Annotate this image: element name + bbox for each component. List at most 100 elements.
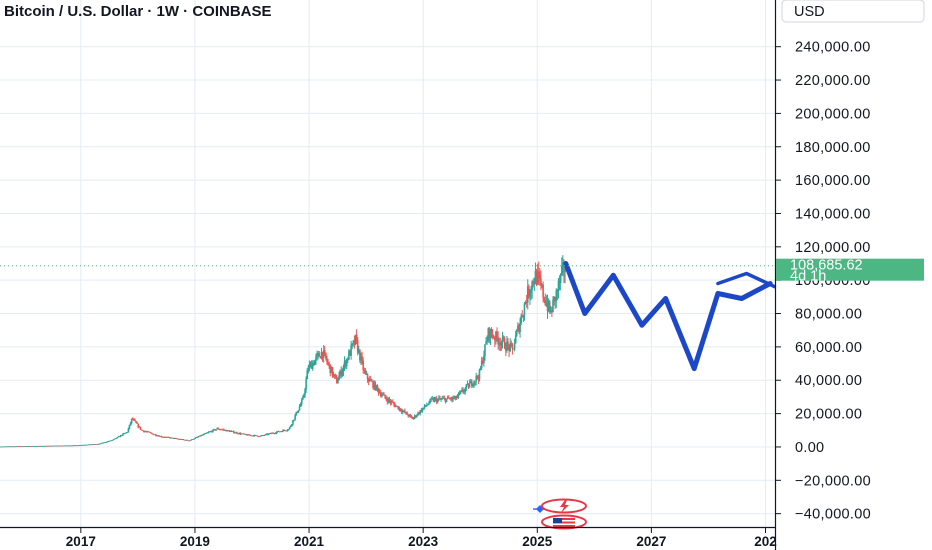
candle-body bbox=[384, 394, 386, 398]
candle-body bbox=[460, 390, 462, 393]
candle-body bbox=[257, 435, 259, 437]
candle-body bbox=[323, 350, 326, 353]
candle-body bbox=[46, 445, 48, 447]
candle-body bbox=[430, 398, 433, 400]
price-tick-label: 180,000.00 bbox=[795, 140, 871, 156]
candle-body bbox=[247, 434, 249, 436]
candle-body bbox=[328, 363, 330, 365]
flag-stripe-white bbox=[553, 520, 575, 522]
candle-body bbox=[174, 438, 177, 439]
time-tick-label: 2023 bbox=[408, 534, 439, 549]
candle-body bbox=[287, 429, 290, 431]
candle-body bbox=[401, 410, 404, 413]
candle-body bbox=[88, 444, 90, 446]
candle-body bbox=[371, 380, 373, 382]
candle-body bbox=[231, 431, 234, 432]
candle-body bbox=[285, 430, 288, 432]
candle-body bbox=[467, 383, 470, 388]
candle-body bbox=[558, 280, 561, 283]
candle-body bbox=[77, 445, 79, 447]
candle-body bbox=[379, 392, 382, 396]
candle-body bbox=[135, 421, 137, 423]
candle-body bbox=[175, 438, 178, 440]
candle-body bbox=[451, 397, 453, 400]
candle-body bbox=[415, 415, 417, 417]
candle-body bbox=[269, 433, 271, 434]
candle-body bbox=[393, 402, 395, 405]
candle-body bbox=[173, 438, 176, 439]
candle-body bbox=[7, 446, 10, 448]
candle-body bbox=[25, 446, 28, 447]
price-tick-label: 20,000.00 bbox=[795, 407, 862, 423]
candle-body bbox=[513, 343, 516, 350]
candle-body bbox=[453, 397, 456, 399]
candle-body bbox=[168, 437, 170, 438]
time-tick-label: 2019 bbox=[180, 534, 210, 549]
candle-body bbox=[120, 435, 123, 437]
candle-body bbox=[289, 425, 292, 428]
candle-body bbox=[161, 436, 164, 438]
candle-body bbox=[344, 361, 347, 367]
candle-body bbox=[413, 415, 416, 418]
currency-button[interactable]: USD bbox=[781, 0, 925, 23]
candle-body bbox=[225, 429, 227, 432]
candle-body bbox=[420, 410, 423, 412]
candle-body bbox=[170, 437, 172, 439]
candle-body bbox=[260, 435, 262, 437]
candle-body bbox=[340, 370, 343, 376]
candle-body bbox=[291, 424, 293, 426]
candle-body bbox=[45, 445, 47, 447]
event-markers[interactable] bbox=[533, 498, 587, 530]
candle-body bbox=[296, 411, 299, 413]
candle-body bbox=[28, 446, 31, 447]
candle-body bbox=[79, 445, 81, 446]
candle-body bbox=[529, 292, 531, 297]
candle-body bbox=[5, 446, 8, 448]
candle-body bbox=[276, 431, 279, 433]
candle-body bbox=[327, 362, 329, 364]
candle-body bbox=[518, 325, 520, 333]
candle-body bbox=[471, 380, 473, 386]
candle-body bbox=[377, 388, 380, 393]
candle-body bbox=[409, 414, 412, 416]
candle-body bbox=[14, 446, 17, 448]
candle-body bbox=[531, 281, 533, 290]
candle-body bbox=[142, 430, 145, 432]
candle-body bbox=[331, 367, 334, 376]
candle-body bbox=[463, 391, 465, 393]
candle-body bbox=[282, 429, 284, 432]
candle-body bbox=[407, 414, 409, 417]
candle-body bbox=[530, 289, 532, 293]
candle-body bbox=[419, 410, 422, 414]
time-axis-ticks: 2017 2019 2021 2023 2025 2027 202 bbox=[66, 527, 777, 549]
candle-body bbox=[557, 280, 560, 292]
candle-body bbox=[500, 342, 503, 346]
candle-body bbox=[478, 369, 481, 380]
candle-body bbox=[212, 429, 214, 432]
candle-body bbox=[139, 426, 142, 430]
candle-body bbox=[446, 397, 449, 399]
candle-body bbox=[318, 353, 321, 357]
candle-body bbox=[119, 435, 122, 437]
candle-body bbox=[332, 374, 335, 376]
candle-body bbox=[507, 341, 509, 346]
candle-body bbox=[0, 446, 2, 448]
candle-body bbox=[37, 446, 40, 447]
candle-body bbox=[311, 362, 314, 369]
candle-body bbox=[494, 337, 496, 341]
candle-body bbox=[486, 340, 488, 342]
time-axis[interactable]: 2017 2019 2021 2023 2025 2027 202 bbox=[0, 526, 777, 549]
price-axis-ticks: 240,000.00 220,000.00 200,000.00 180,000.00… bbox=[775, 40, 871, 523]
candle-body bbox=[417, 412, 419, 416]
candle-body bbox=[243, 433, 246, 435]
candle-body bbox=[535, 270, 538, 284]
candle-body bbox=[2, 446, 5, 448]
candle-body bbox=[34, 445, 36, 447]
candle-body bbox=[286, 430, 289, 431]
candle-body bbox=[262, 435, 265, 437]
candle-body bbox=[70, 445, 73, 447]
candle-body bbox=[354, 334, 357, 345]
candle-body bbox=[44, 445, 46, 447]
candle-body bbox=[537, 271, 540, 276]
